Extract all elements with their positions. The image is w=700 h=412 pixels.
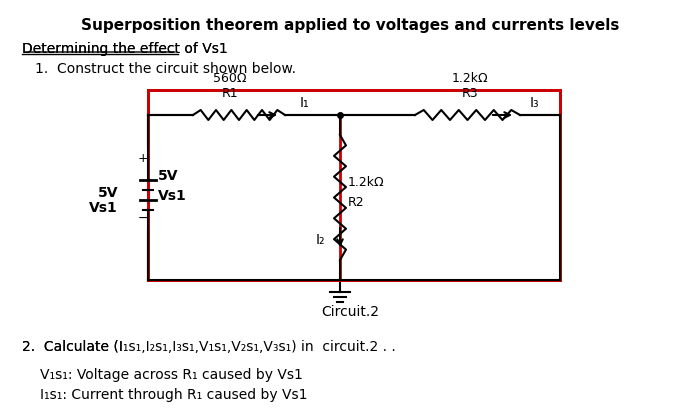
Text: R2: R2	[348, 196, 365, 208]
Text: Determining the effect of Vs1: Determining the effect of Vs1	[22, 42, 228, 56]
Text: +: +	[138, 152, 148, 164]
Text: Vs1: Vs1	[158, 189, 187, 203]
Text: −: −	[138, 211, 148, 225]
Text: Vs1: Vs1	[90, 201, 118, 215]
Text: V₁s₁: Voltage across R₁ caused by Vs1: V₁s₁: Voltage across R₁ caused by Vs1	[40, 368, 303, 382]
Text: R1: R1	[222, 87, 238, 100]
Text: I₁: I₁	[300, 96, 309, 110]
Text: 1.2kΩ: 1.2kΩ	[348, 176, 384, 189]
Text: I₂: I₂	[316, 233, 325, 247]
Text: 1.  Construct the circuit shown below.: 1. Construct the circuit shown below.	[35, 62, 296, 76]
Text: 5V: 5V	[97, 186, 118, 200]
Text: I₁s₁: Current through R₁ caused by Vs1: I₁s₁: Current through R₁ caused by Vs1	[40, 388, 307, 402]
Text: 5V: 5V	[158, 169, 178, 183]
Text: I₃: I₃	[530, 96, 540, 110]
Text: 2.  Calculate (I₁s₁,I₂s₁,I₃s₁,V₁s₁,V₂s₁,V₃s₁) in  circuit.2 . .: 2. Calculate (I₁s₁,I₂s₁,I₃s₁,V₁s₁,V₂s₁,V…	[22, 340, 395, 354]
Text: Determining the effect of Vs1: Determining the effect of Vs1	[22, 42, 228, 56]
Text: Superposition theorem applied to voltages and currents levels: Superposition theorem applied to voltage…	[80, 18, 620, 33]
Text: 1.2kΩ: 1.2kΩ	[452, 72, 489, 85]
Text: 560Ω: 560Ω	[214, 72, 246, 85]
Bar	[148, 90, 560, 280]
Text: 2.  Calculate (I: 2. Calculate (I	[22, 340, 123, 354]
Text: Circuit.2: Circuit.2	[321, 305, 379, 319]
Text: R3: R3	[462, 87, 478, 100]
